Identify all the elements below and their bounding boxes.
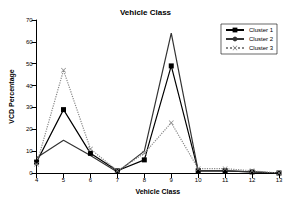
svg-text:0: 0 — [29, 170, 33, 176]
svg-text:10: 10 — [26, 148, 33, 154]
svg-text:VCD Percentage: VCD Percentage — [8, 69, 16, 124]
svg-text:Vehicle Class: Vehicle Class — [135, 188, 180, 195]
svg-text:7: 7 — [116, 177, 120, 183]
svg-text:12: 12 — [249, 177, 256, 183]
svg-text:20: 20 — [26, 126, 33, 132]
svg-text:9: 9 — [170, 177, 174, 183]
svg-text:Vehicle Class: Vehicle Class — [120, 8, 172, 17]
svg-text:11: 11 — [222, 177, 229, 183]
svg-text:Cluster 1: Cluster 1 — [249, 27, 274, 33]
svg-text:50: 50 — [26, 61, 33, 67]
svg-text:10: 10 — [195, 177, 202, 183]
svg-text:6: 6 — [89, 177, 93, 183]
svg-text:70: 70 — [26, 17, 33, 23]
svg-text:30: 30 — [26, 104, 33, 110]
svg-text:Cluster 2: Cluster 2 — [249, 36, 274, 42]
svg-text:40: 40 — [26, 83, 33, 89]
svg-text:13: 13 — [276, 177, 283, 183]
svg-text:60: 60 — [26, 39, 33, 45]
svg-text:4: 4 — [35, 177, 39, 183]
svg-text:5: 5 — [62, 177, 66, 183]
svg-text:Cluster 3: Cluster 3 — [249, 45, 274, 51]
svg-text:8: 8 — [143, 177, 147, 183]
